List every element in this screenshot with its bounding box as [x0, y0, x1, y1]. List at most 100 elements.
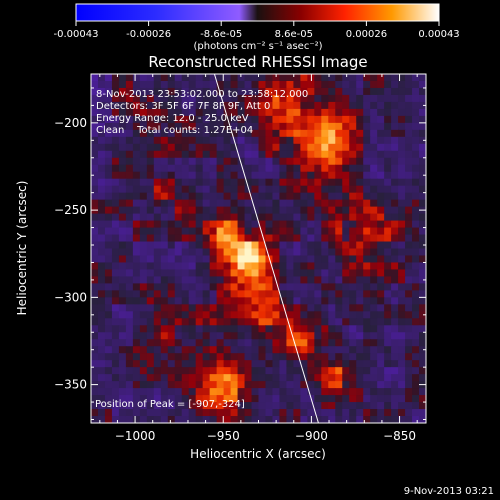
- heatmap-cell: [118, 164, 127, 173]
- heatmap-cell: [132, 269, 141, 278]
- heatmap-cell: [335, 220, 343, 229]
- heatmap-cell: [209, 318, 218, 326]
- heatmap-cell: [384, 115, 392, 124]
- heatmap-cell: [272, 318, 281, 326]
- heatmap-cell: [405, 185, 413, 194]
- heatmap-cell: [216, 346, 225, 354]
- heatmap-cell: [237, 262, 246, 271]
- heatmap-cell: [174, 80, 183, 89]
- heatmap-cell: [97, 136, 106, 145]
- heatmap-cell: [384, 395, 392, 403]
- heatmap-cell: [160, 185, 169, 194]
- heatmap-cell: [202, 318, 211, 326]
- heatmap-cell: [104, 164, 113, 173]
- heatmap-cell: [272, 143, 281, 152]
- heatmap-cell: [377, 227, 385, 236]
- heatmap-cell: [321, 178, 329, 187]
- heatmap-cell: [286, 80, 294, 89]
- heatmap-cell: [97, 115, 106, 124]
- heatmap-cell: [384, 248, 392, 257]
- heatmap-cell: [321, 248, 329, 257]
- heatmap-cell: [307, 283, 315, 291]
- heatmap-cell: [167, 381, 176, 389]
- colorbar-tick-label: 8.6e-05: [275, 29, 313, 40]
- heatmap-cell: [300, 87, 308, 96]
- heatmap-cell: [370, 157, 378, 166]
- heatmap-cell: [412, 74, 420, 82]
- heatmap-cell: [335, 241, 343, 250]
- heatmap-cell: [265, 409, 274, 417]
- heatmap-cell: [237, 339, 246, 347]
- heatmap-cell: [146, 332, 155, 340]
- heatmap-cell: [188, 199, 197, 208]
- heatmap-cell: [97, 129, 106, 138]
- heatmap-cell: [230, 185, 239, 194]
- heatmap-cell: [132, 318, 141, 326]
- heatmap-cell: [181, 402, 190, 410]
- heatmap-cell: [377, 94, 385, 103]
- heatmap-cell: [300, 339, 308, 347]
- heatmap-cell: [118, 360, 127, 368]
- y-tick-label: −200: [54, 116, 87, 130]
- heatmap-cell: [195, 262, 204, 271]
- heatmap-cell: [146, 234, 155, 243]
- heatmap-cell: [237, 297, 246, 305]
- heatmap-cell: [279, 87, 288, 96]
- heatmap-cell: [104, 178, 113, 187]
- heatmap-cell: [118, 353, 127, 361]
- heatmap-cell: [279, 220, 288, 229]
- heatmap-cell: [286, 185, 294, 194]
- heatmap-cell: [356, 388, 364, 396]
- heatmap-cell: [146, 381, 155, 389]
- heatmap-cell: [419, 374, 426, 382]
- heatmap-cell: [300, 122, 308, 131]
- heatmap-cell: [349, 87, 357, 96]
- heatmap-cell: [132, 395, 141, 403]
- heatmap-cell: [146, 311, 155, 319]
- heatmap-cell: [167, 150, 176, 159]
- heatmap-cell: [349, 304, 357, 312]
- heatmap-cell: [356, 143, 364, 152]
- heatmap-cell: [237, 388, 246, 396]
- heatmap-cell: [370, 178, 378, 187]
- heatmap-cell: [118, 255, 127, 264]
- heatmap-cell: [377, 325, 385, 333]
- heatmap-cell: [391, 164, 399, 173]
- heatmap-cell: [272, 87, 281, 96]
- heatmap-cell: [265, 150, 274, 159]
- heatmap-cell: [209, 115, 218, 124]
- heatmap-cell: [265, 157, 274, 166]
- heatmap-cell: [384, 346, 392, 354]
- heatmap-cell: [111, 381, 120, 389]
- heatmap-cell: [237, 304, 246, 312]
- heatmap-cell: [405, 227, 413, 236]
- heatmap-cell: [349, 297, 357, 305]
- heatmap-cell: [419, 157, 426, 166]
- heatmap-cell: [335, 374, 343, 382]
- heatmap-cell: [342, 339, 350, 347]
- heatmap-cell: [167, 199, 176, 208]
- heatmap-cell: [412, 185, 420, 194]
- heatmap-cell: [216, 234, 225, 243]
- heatmap-cell: [342, 157, 350, 166]
- heatmap-cell: [314, 297, 322, 305]
- heatmap-cell: [419, 332, 426, 340]
- heatmap-cell: [188, 185, 197, 194]
- heatmap-cell: [384, 409, 392, 417]
- heatmap-cell: [209, 80, 218, 89]
- heatmap-cell: [188, 220, 197, 229]
- heatmap-cell: [328, 80, 336, 89]
- heatmap-cell: [118, 318, 127, 326]
- heatmap-cell: [391, 157, 399, 166]
- heatmap-cell: [272, 339, 281, 347]
- heatmap-cell: [139, 101, 148, 110]
- heatmap-cell: [363, 234, 371, 243]
- heatmap-cell: [412, 136, 420, 145]
- heatmap-cell: [321, 339, 329, 347]
- heatmap-cell: [160, 360, 169, 368]
- heatmap-cell: [258, 213, 267, 222]
- heatmap-cell: [279, 129, 288, 138]
- heatmap-cell: [153, 136, 162, 145]
- heatmap-cell: [167, 255, 176, 264]
- heatmap-cell: [153, 360, 162, 368]
